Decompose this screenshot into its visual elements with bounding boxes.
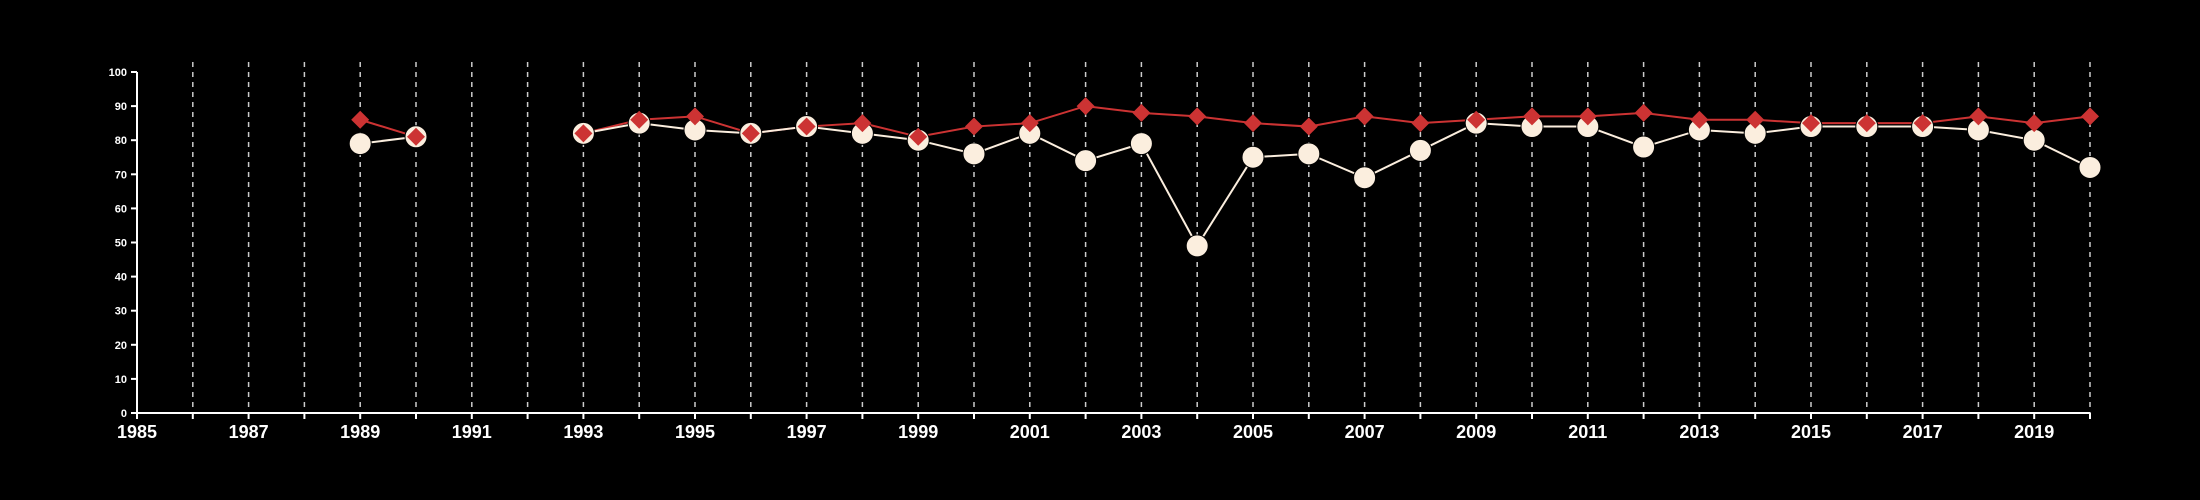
data-point-diamond [2081,107,2099,126]
y-tick-label: 80 [115,135,127,147]
series-line [583,122,2091,248]
x-tick-label: 2019 [2014,422,2054,442]
data-point-diamond [407,127,425,146]
data-point-circle [2022,128,2046,152]
data-point-diamond [1690,110,1709,129]
data-point-diamond [1467,110,1486,129]
data-point-diamond [1355,107,1374,126]
y-tick-label: 100 [109,67,127,79]
data-point-diamond [1020,114,1039,133]
y-tick-label: 90 [115,101,127,113]
series-line [583,105,2091,138]
x-tick-label: 2015 [1791,422,1831,442]
x-tick-label: 1991 [452,422,492,442]
data-point-circle [1185,234,1209,258]
data-point-diamond [1857,114,1876,133]
series-layer [348,97,2102,258]
data-point-diamond [351,110,370,129]
data-point-circle [1353,166,1377,190]
grid [192,62,2091,413]
data-point-diamond [909,127,928,146]
data-point-diamond [2025,114,2044,133]
data-point-diamond [1746,110,1765,129]
data-point-diamond [1411,114,1430,133]
y-tick-label: 70 [115,169,127,181]
data-point-circle [1297,142,1321,166]
data-point-diamond [630,110,649,129]
data-point-diamond [853,114,872,133]
data-point-diamond [1578,107,1597,126]
data-point-circle [348,132,372,156]
y-tick-label: 50 [115,238,127,250]
data-point-diamond [741,124,760,143]
data-point-diamond [1076,97,1095,116]
x-tick-label: 2003 [1121,422,1161,442]
data-point-diamond [574,124,593,143]
y-tick-label: 20 [115,340,127,352]
x-tick-label: 2017 [1903,422,1943,442]
data-point-circle [2078,155,2102,179]
x-tick-label: 2013 [1679,422,1719,442]
data-point-circle [962,142,986,166]
data-point-circle [1074,149,1098,173]
data-point-circle [1632,135,1656,159]
x-tick-label: 1995 [675,422,715,442]
data-point-diamond [1523,107,1541,126]
data-point-diamond [1634,103,1653,122]
x-tick-label: 2007 [1345,422,1385,442]
series-markers-0 [351,97,2099,146]
x-tick-label: 2009 [1456,422,1496,442]
data-point-diamond [1299,117,1318,136]
y-tick-label: 10 [115,374,127,386]
x-tick-label: 2001 [1010,422,1050,442]
data-point-diamond [686,107,704,126]
data-point-diamond [1244,114,1262,133]
y-tick-label: 30 [115,306,127,318]
x-tick-label: 1985 [117,422,157,442]
y-tick-label: 0 [121,408,127,420]
x-tick-label: 2005 [1233,422,1273,442]
x-tick-label: 1987 [229,422,269,442]
axes: 0 10 20 30 40 50 60 70 80 90 100 1985 1987 1989 1991 19… [109,67,2091,442]
x-tick-label: 1997 [787,422,827,442]
data-point-diamond [965,117,983,136]
x-tick-label: 1993 [563,422,603,442]
data-point-circle [1241,145,1265,169]
y-tick-label: 60 [115,203,127,215]
x-tick-label: 1989 [340,422,380,442]
data-point-diamond [1913,114,1932,133]
data-point-diamond [797,117,816,136]
data-point-circle [1129,132,1153,156]
data-point-diamond [1969,107,1988,126]
data-point-diamond [1132,103,1151,122]
data-point-circle [1408,138,1432,162]
x-tick-label: 1999 [898,422,938,442]
data-point-diamond [1188,107,1207,126]
x-tick-label: 2011 [1568,422,1607,442]
data-point-diamond [1802,114,1820,133]
y-tick-label: 40 [115,272,127,284]
